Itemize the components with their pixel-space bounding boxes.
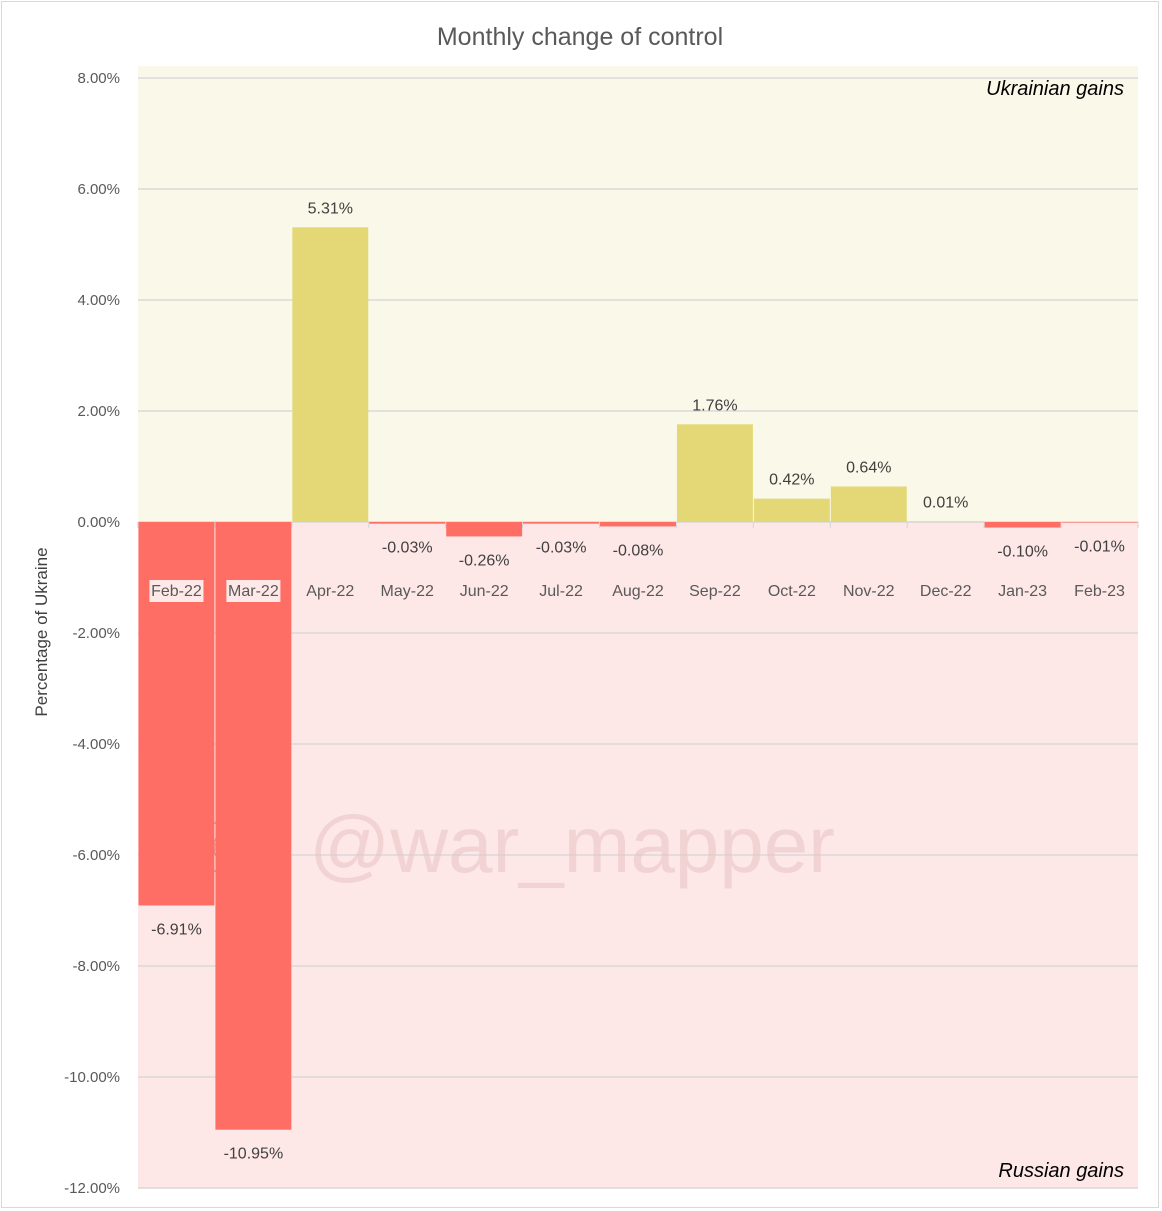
y-tick-label: 0.00% — [77, 514, 120, 531]
y-tick-label: 8.00% — [77, 70, 120, 87]
data-label: -10.95% — [224, 1146, 284, 1163]
category-label: Sep-22 — [689, 583, 741, 600]
category-label: Feb-22 — [151, 583, 202, 600]
y-axis-label: Percentage of Ukraine — [32, 547, 51, 716]
bar-mar-22 — [215, 522, 292, 1130]
category-label: Feb-23 — [1074, 583, 1125, 600]
bar-sep-22 — [676, 424, 753, 522]
data-label: -0.01% — [1074, 539, 1125, 556]
data-label: -0.10% — [997, 544, 1048, 561]
data-label: 5.31% — [308, 200, 353, 217]
y-tick-label: 2.00% — [77, 403, 120, 420]
ukrainian-gains-label: Ukrainian gains — [986, 78, 1124, 100]
category-label: Dec-22 — [920, 583, 972, 600]
data-label: -6.91% — [151, 922, 202, 939]
gridlines — [137, 77, 1139, 1189]
category-label: Jun-22 — [460, 583, 509, 600]
data-label: 0.01% — [923, 494, 968, 511]
chart-title: Monthly change of control — [437, 23, 723, 51]
y-tick-labels: 8.00% 6.00% 4.00% 2.00% 0.00% -2.00% -4.00% -6.… — [64, 70, 120, 1197]
bar-jul-22 — [523, 522, 600, 524]
data-label: -0.08% — [613, 542, 664, 559]
y-tick-label: -4.00% — [72, 736, 120, 753]
russian-gains-label: Russian gains — [998, 1160, 1124, 1182]
category-label: Mar-22 — [228, 583, 279, 600]
bar-nov-22 — [830, 486, 907, 522]
bar-jun-22 — [446, 522, 523, 537]
data-label: 0.64% — [846, 459, 891, 476]
bar-feb-23 — [1061, 522, 1138, 523]
data-label: -0.03% — [536, 540, 587, 557]
data-label: 1.76% — [692, 397, 737, 414]
bar-feb-22 — [138, 522, 215, 906]
category-label: Apr-22 — [306, 583, 354, 600]
y-tick-label: -8.00% — [72, 958, 120, 975]
category-label: Jul-22 — [539, 583, 583, 600]
y-tick-label: 4.00% — [77, 292, 120, 309]
bar-aug-22 — [600, 522, 676, 527]
data-labels: -6.91% -10.95% 5.31% -0.03% -0.26% -0.03% -0.0… — [151, 200, 1125, 1162]
category-label: Nov-22 — [843, 583, 895, 600]
y-tick-label: -2.00% — [72, 625, 120, 642]
data-label: -0.03% — [382, 540, 433, 557]
y-tick-label: -6.00% — [72, 847, 120, 864]
bar-oct-22 — [753, 498, 830, 522]
bar-apr-22 — [292, 227, 369, 523]
y-tick-label: 6.00% — [77, 181, 120, 198]
watermark-text: @war_mapper — [309, 800, 835, 889]
category-labels: Feb-22 Mar-22 Apr-22 May-22 Jun-22 Jul-22 Aug-… — [149, 580, 1125, 602]
category-label-backing — [226, 580, 281, 602]
category-label: Oct-22 — [768, 583, 816, 600]
bar-may-22 — [369, 522, 446, 524]
category-label-backing — [149, 580, 204, 602]
category-label: Jan-23 — [998, 583, 1047, 600]
y-tick-label: -10.00% — [64, 1069, 120, 1086]
category-label: May-22 — [381, 583, 434, 600]
y-tick-label: -12.00% — [64, 1180, 120, 1197]
data-label: -0.26% — [459, 552, 510, 569]
category-label: Aug-22 — [612, 583, 664, 600]
data-label: 0.42% — [769, 472, 814, 489]
bar-jan-23 — [984, 522, 1061, 528]
positive-region-background — [138, 66, 1138, 522]
bar-dec-22 — [907, 521, 984, 523]
